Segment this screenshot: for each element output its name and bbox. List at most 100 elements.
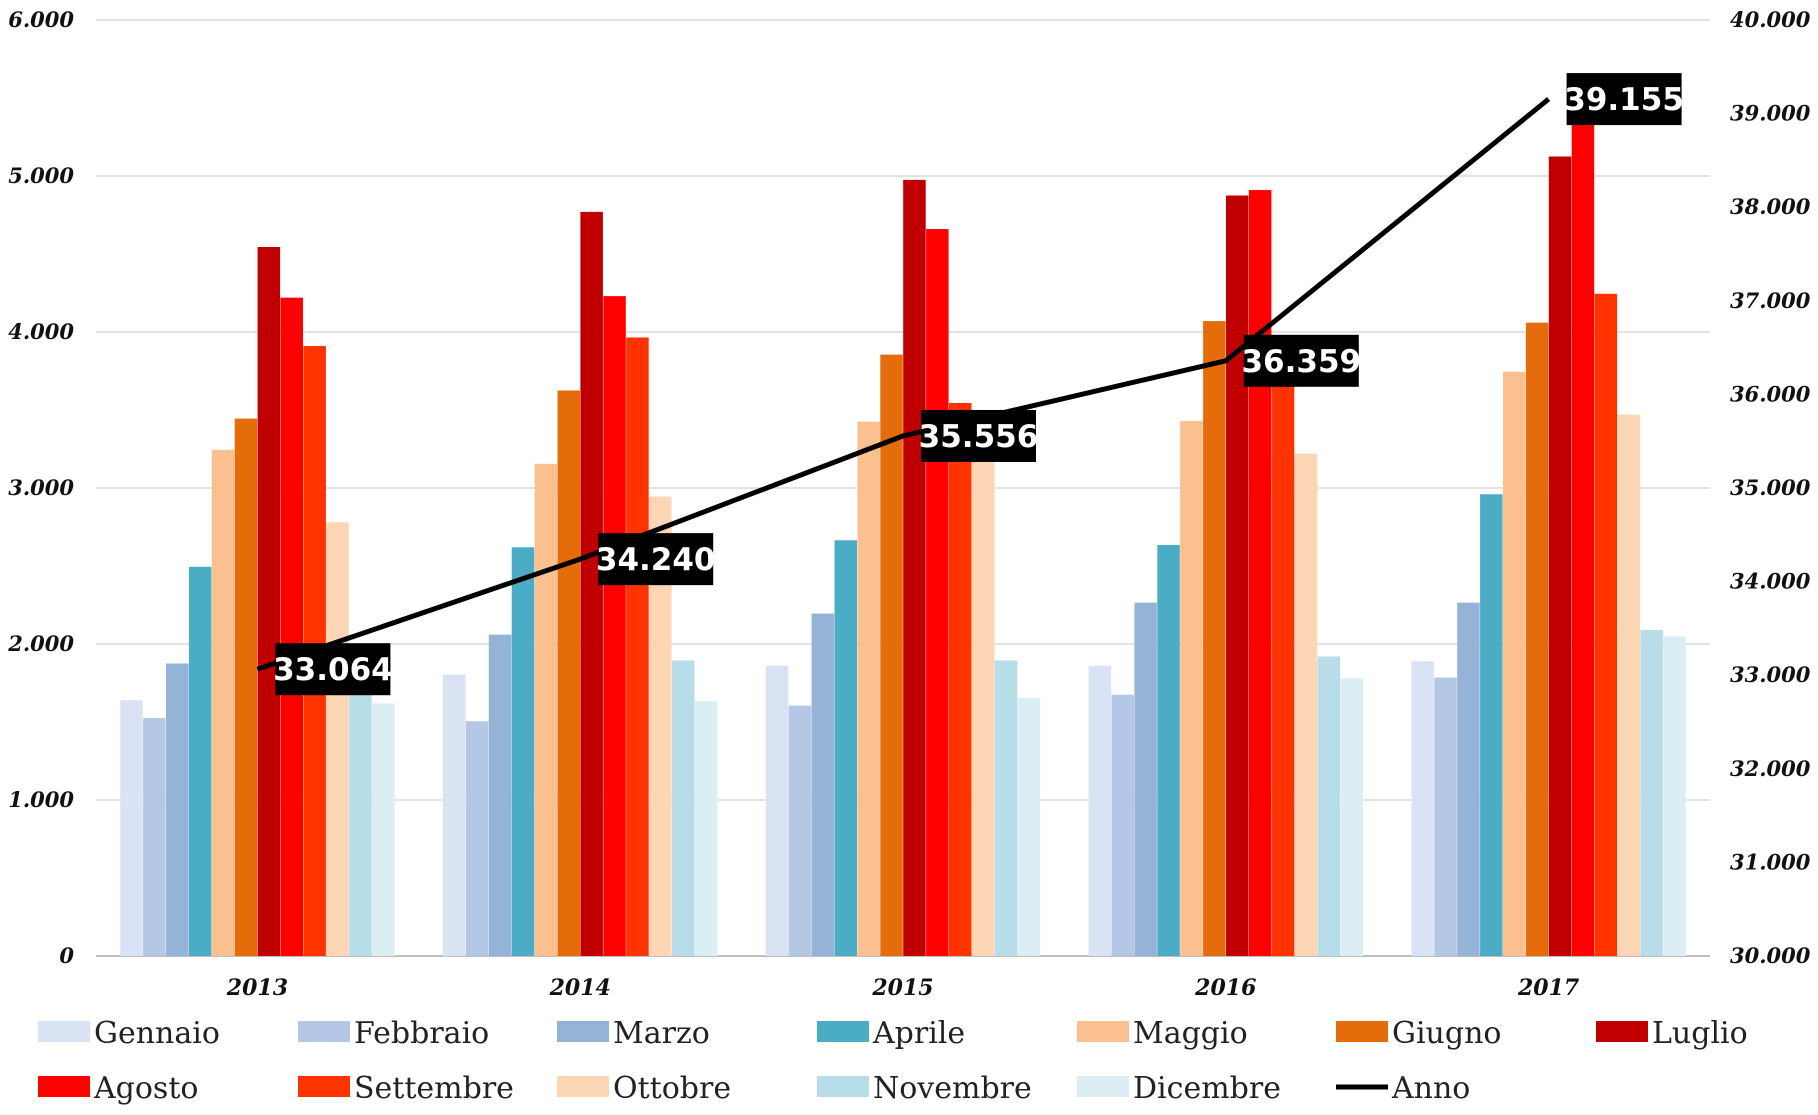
bar-settembre-2015 <box>949 402 972 957</box>
bar-luglio-2015 <box>903 179 926 956</box>
bar-novembre-2015 <box>994 660 1018 956</box>
bar-febbraio-2014 <box>465 721 489 956</box>
bar-giugno-2013 <box>234 418 258 957</box>
bar-luglio-2013 <box>257 246 281 957</box>
right-tick-label: 38.000 <box>1730 194 1811 219</box>
legend-item-settembre: Settembre <box>298 1071 514 1106</box>
data-label-text: 39.155 <box>1564 82 1684 118</box>
data-label-box <box>275 643 391 696</box>
legend-label: Marzo <box>613 1016 710 1051</box>
legend-item-febbraio: Febbraio <box>298 1016 489 1051</box>
legend-swatch <box>1336 1021 1388 1042</box>
line-data-labels: 33.064 34.240 35.556 36.359 39.155 <box>273 73 1684 696</box>
bar-gennaio-2014 <box>443 674 466 956</box>
data-label-text: 33.064 <box>273 652 393 688</box>
right-tick-label: 32.000 <box>1730 756 1811 781</box>
bar-luglio-2014 <box>580 211 603 956</box>
bar-dicembre-2013 <box>372 703 395 956</box>
bar-novembre-2016 <box>1317 656 1341 956</box>
data-label-box <box>1566 73 1682 126</box>
bar-marzo-2016 <box>1134 602 1157 956</box>
data-label-text: 34.240 <box>596 542 716 578</box>
bar-aprile-2016 <box>1157 544 1180 956</box>
bar-marzo-2014 <box>488 634 512 956</box>
bar-febbraio-2013 <box>143 718 166 956</box>
bar-maggio-2016 <box>1180 420 1203 956</box>
right-tick-label: 39.000 <box>1730 101 1811 126</box>
bar-aprile-2014 <box>511 547 535 956</box>
bar-gennaio-2017 <box>1411 661 1434 956</box>
bar-ottobre-2016 <box>1294 453 1318 956</box>
legend-item-gennaio: Gennaio <box>38 1016 220 1051</box>
legend-swatch <box>298 1021 350 1042</box>
category-axis: 2013 2014 2015 2016 2017 <box>226 975 1580 1001</box>
bar-maggio-2015 <box>857 421 880 956</box>
category-label: 2015 <box>871 975 933 1001</box>
bar-gennaio-2015 <box>765 665 789 956</box>
data-label-box <box>598 533 714 586</box>
left-tick-label: 6.000 <box>8 7 74 32</box>
data-label-anno: 33.064 <box>273 643 393 696</box>
legend-item-marzo: Marzo <box>557 1016 710 1051</box>
left-tick-label: 3.000 <box>8 475 74 500</box>
left-tick-label: 1.000 <box>8 787 74 812</box>
bar-aprile-2015 <box>834 540 857 956</box>
line-series <box>256 97 1551 672</box>
category-label: 2017 <box>1517 975 1580 1001</box>
right-tick-label: 36.000 <box>1730 381 1811 406</box>
bar-febbraio-2017 <box>1434 677 1457 956</box>
legend-swatch <box>817 1021 869 1042</box>
legend-label: Dicembre <box>1133 1071 1281 1106</box>
legend-swatch <box>1077 1021 1129 1042</box>
bar-agosto-2015 <box>926 229 949 957</box>
legend-item-ottobre: Ottobre <box>557 1071 731 1106</box>
bar-agosto-2014 <box>603 296 626 956</box>
bar-agosto-2016 <box>1248 190 1272 957</box>
bar-luglio-2016 <box>1226 195 1249 956</box>
data-label-box <box>1243 334 1359 387</box>
legend-label: Agosto <box>93 1071 198 1106</box>
bar-ottobre-2013 <box>326 522 349 956</box>
bar-maggio-2013 <box>211 449 235 956</box>
bar-ottobre-2017 <box>1617 414 1640 956</box>
bar-marzo-2013 <box>166 663 189 956</box>
bar-febbraio-2016 <box>1111 694 1134 956</box>
legend-label: Novembre <box>873 1071 1032 1106</box>
left-tick-label: 4.000 <box>8 319 74 344</box>
bar-maggio-2017 <box>1503 371 1526 956</box>
right-tick-label: 34.000 <box>1730 569 1811 594</box>
bar-marzo-2017 <box>1457 602 1480 956</box>
legend-item-dicembre: Dicembre <box>1077 1071 1281 1106</box>
right-tick-label: 30.000 <box>1730 943 1811 968</box>
bar-novembre-2014 <box>672 660 695 956</box>
bar-giugno-2014 <box>557 390 580 956</box>
bar-gennaio-2016 <box>1088 665 1112 956</box>
left-axis: 0 1.000 2.000 3.000 4.000 5.000 6.000 <box>7 7 74 968</box>
bar-novembre-2017 <box>1640 629 1663 956</box>
bar-febbraio-2015 <box>788 705 812 956</box>
bar-maggio-2014 <box>534 463 558 956</box>
legend-item-agosto: Agosto <box>38 1071 198 1106</box>
bar-ottobre-2014 <box>649 496 672 956</box>
data-label-anno: 35.556 <box>919 409 1038 462</box>
category-label: 2016 <box>1194 975 1256 1001</box>
bar-dicembre-2017 <box>1663 636 1686 956</box>
legend-label: Luglio <box>1652 1016 1748 1051</box>
line-anno <box>256 97 1551 672</box>
legend-label: Anno <box>1391 1071 1470 1106</box>
bar-giugno-2015 <box>880 354 903 956</box>
bar-dicembre-2016 <box>1340 678 1363 956</box>
legend-label: Maggio <box>1133 1016 1248 1051</box>
data-label-anno: 34.240 <box>596 533 716 586</box>
legend-swatch <box>817 1076 869 1097</box>
category-label: 2014 <box>549 975 611 1001</box>
right-tick-label: 33.000 <box>1730 662 1811 687</box>
legend-swatch <box>1077 1076 1129 1097</box>
bar-settembre-2014 <box>626 337 649 957</box>
legend-label: Settembre <box>354 1071 514 1106</box>
legend-item-giugno: Giugno <box>1336 1016 1501 1051</box>
legend-item-novembre: Novembre <box>817 1071 1032 1106</box>
category-label: 2013 <box>226 975 288 1001</box>
